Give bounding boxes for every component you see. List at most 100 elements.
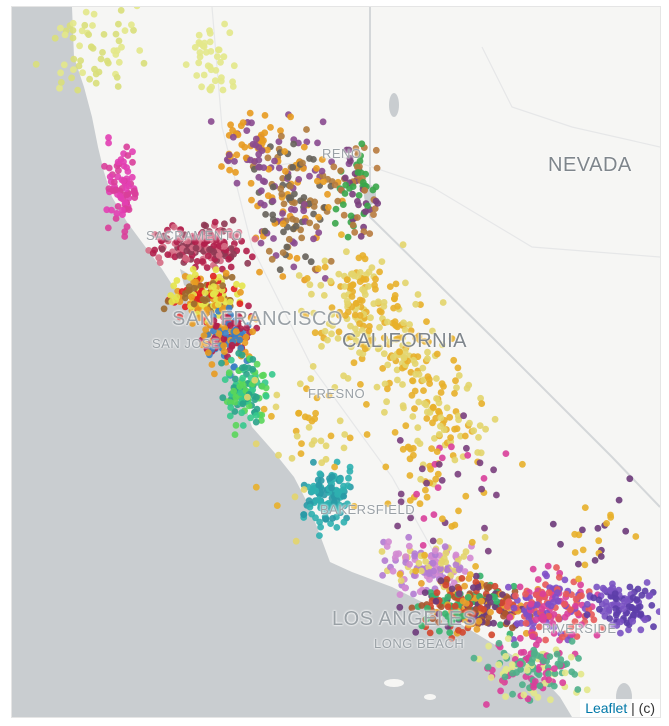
data-point-marker[interactable] <box>613 622 621 629</box>
data-point-marker[interactable] <box>205 230 213 237</box>
data-point-marker[interactable] <box>315 213 322 221</box>
data-point-marker[interactable] <box>542 636 549 644</box>
data-point-marker[interactable] <box>504 635 512 642</box>
data-point-marker[interactable] <box>480 606 488 613</box>
data-point-marker[interactable] <box>410 590 417 598</box>
data-point-marker[interactable] <box>237 344 245 352</box>
data-point-marker[interactable] <box>313 165 320 172</box>
data-point-marker[interactable] <box>505 598 512 606</box>
data-point-marker[interactable] <box>381 557 389 564</box>
data-point-marker[interactable] <box>349 183 357 191</box>
data-point-marker[interactable] <box>300 207 308 215</box>
data-point-marker[interactable] <box>336 417 344 425</box>
data-point-marker[interactable] <box>510 641 518 649</box>
data-point-marker[interactable] <box>451 425 458 433</box>
data-point-marker[interactable] <box>182 290 189 297</box>
data-point-marker[interactable] <box>501 673 509 681</box>
data-point-marker[interactable] <box>103 57 111 65</box>
data-point-marker[interactable] <box>193 258 201 265</box>
data-point-marker[interactable] <box>321 275 329 282</box>
data-point-marker[interactable] <box>230 387 238 395</box>
data-point-marker[interactable] <box>417 567 425 575</box>
data-point-marker[interactable] <box>251 235 259 243</box>
data-point-marker[interactable] <box>189 320 196 327</box>
data-point-marker[interactable] <box>319 118 327 126</box>
data-point-marker[interactable] <box>247 414 255 422</box>
data-point-marker[interactable] <box>496 607 503 614</box>
data-point-marker[interactable] <box>551 665 558 672</box>
data-point-marker[interactable] <box>412 300 420 308</box>
data-point-marker[interactable] <box>151 246 159 254</box>
data-point-marker[interactable] <box>361 345 369 353</box>
data-point-marker[interactable] <box>371 205 379 213</box>
data-point-marker[interactable] <box>429 419 436 427</box>
data-point-marker[interactable] <box>567 623 575 631</box>
data-point-marker[interactable] <box>311 198 319 206</box>
data-point-marker[interactable] <box>502 693 509 700</box>
data-point-marker[interactable] <box>69 27 77 34</box>
data-point-marker[interactable] <box>173 277 181 284</box>
data-point-marker[interactable] <box>78 27 86 35</box>
data-point-marker[interactable] <box>91 65 98 73</box>
data-point-marker[interactable] <box>268 412 275 420</box>
data-point-marker[interactable] <box>265 247 273 255</box>
data-point-marker[interactable] <box>124 152 132 159</box>
data-point-marker[interactable] <box>568 637 576 645</box>
data-point-marker[interactable] <box>343 297 351 305</box>
data-point-marker[interactable] <box>431 547 439 555</box>
data-point-marker[interactable] <box>568 668 576 676</box>
data-point-marker[interactable] <box>199 296 207 303</box>
map-viewport[interactable]: NEVADA CALIFORNIA RENO SACRAMENTO SAN FR… <box>11 6 661 718</box>
data-point-marker[interactable] <box>331 384 339 391</box>
data-point-marker[interactable] <box>545 589 553 597</box>
data-point-marker[interactable] <box>273 502 281 509</box>
data-point-marker[interactable] <box>241 339 249 347</box>
data-point-marker[interactable] <box>334 197 342 205</box>
data-point-marker[interactable] <box>609 580 616 588</box>
data-point-marker[interactable] <box>122 185 130 193</box>
data-point-marker[interactable] <box>605 608 613 615</box>
data-point-marker[interactable] <box>455 507 462 515</box>
data-point-marker[interactable] <box>237 122 245 130</box>
data-point-marker[interactable] <box>300 486 308 493</box>
data-point-marker[interactable] <box>341 174 349 182</box>
data-point-marker[interactable] <box>374 200 382 207</box>
data-point-marker[interactable] <box>314 177 321 185</box>
data-point-marker[interactable] <box>327 257 335 265</box>
data-point-marker[interactable] <box>455 372 463 379</box>
data-point-marker[interactable] <box>376 268 383 276</box>
data-point-marker[interactable] <box>452 608 460 616</box>
data-point-marker[interactable] <box>226 412 234 420</box>
data-point-marker[interactable] <box>601 586 609 594</box>
data-point-marker[interactable] <box>509 624 516 632</box>
data-point-marker[interactable] <box>112 215 120 222</box>
data-point-marker[interactable] <box>414 291 422 298</box>
data-point-marker[interactable] <box>113 74 121 81</box>
data-point-marker[interactable] <box>347 212 355 220</box>
data-point-marker[interactable] <box>561 613 569 621</box>
data-point-marker[interactable] <box>292 427 300 435</box>
data-point-marker[interactable] <box>476 459 484 467</box>
data-point-marker[interactable] <box>283 243 291 251</box>
data-point-marker[interactable] <box>105 164 113 172</box>
data-point-marker[interactable] <box>238 409 246 417</box>
data-point-marker[interactable] <box>222 269 230 277</box>
data-point-marker[interactable] <box>422 486 429 494</box>
data-point-marker[interactable] <box>457 432 464 440</box>
data-point-marker[interactable] <box>373 383 381 391</box>
data-point-marker[interactable] <box>399 241 407 249</box>
data-point-marker[interactable] <box>196 49 204 56</box>
data-point-marker[interactable] <box>602 598 610 606</box>
data-point-marker[interactable] <box>227 263 235 271</box>
data-point-marker[interactable] <box>241 143 249 151</box>
data-point-marker[interactable] <box>268 255 276 263</box>
data-point-marker[interactable] <box>258 383 266 390</box>
data-point-marker[interactable] <box>158 245 166 253</box>
data-point-marker[interactable] <box>133 7 141 10</box>
data-point-marker[interactable] <box>391 321 399 329</box>
data-point-marker[interactable] <box>568 631 576 638</box>
data-point-marker[interactable] <box>208 361 216 368</box>
data-point-marker[interactable] <box>321 263 329 271</box>
data-point-marker[interactable] <box>262 392 270 400</box>
data-point-marker[interactable] <box>329 515 336 522</box>
